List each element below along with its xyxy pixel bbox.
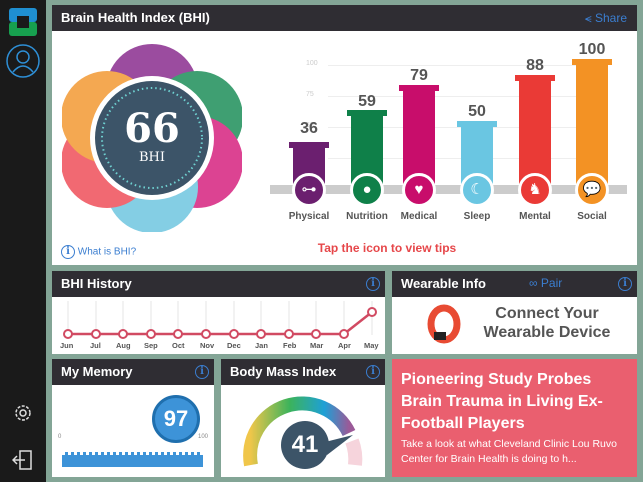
what-is-bhi-link[interactable]: i What is BHI? bbox=[61, 245, 136, 259]
memory-min: 0 bbox=[58, 434, 62, 440]
tap-hint: Tap the icon to view tips bbox=[317, 241, 457, 255]
bhi-panel: Brain Health Index (BHI) ⪪ Share 66 BHI … bbox=[52, 5, 637, 265]
article-summary: Take a look at what Cleveland Clinic Lou… bbox=[401, 438, 617, 465]
chess-knight-icon[interactable]: ♞ bbox=[518, 173, 552, 207]
bmi-gauge bbox=[243, 396, 363, 467]
bmi-title: Body Mass Index bbox=[221, 359, 385, 385]
history-title: BHI History bbox=[52, 271, 385, 297]
history-line-chart bbox=[63, 301, 377, 339]
clinic-logo-icon[interactable] bbox=[9, 8, 37, 36]
article-card[interactable]: Pioneering Study Probes Brain Trauma in … bbox=[392, 359, 637, 477]
memory-title: My Memory bbox=[52, 359, 214, 385]
share-button[interactable]: ⪪ Share bbox=[584, 11, 627, 25]
chat-bubbles-icon[interactable]: 💬 bbox=[575, 173, 609, 207]
wearable-title: Wearable Info bbox=[392, 271, 637, 297]
info-icon: i bbox=[61, 245, 75, 259]
bhi-title: Brain Health Index (BHI) bbox=[52, 5, 637, 31]
y-tick: 100 bbox=[306, 60, 318, 67]
chart-baseline bbox=[270, 185, 627, 194]
bmi-panel: Body Mass Index i 41 bbox=[221, 359, 385, 477]
bmi-value: 41 bbox=[281, 421, 329, 469]
wristband-icon[interactable] bbox=[426, 304, 462, 344]
y-tick: 50 bbox=[306, 122, 314, 129]
info-icon[interactable]: i bbox=[366, 365, 380, 379]
bhi-score-flower[interactable] bbox=[62, 42, 242, 232]
moon-icon[interactable]: ☾ bbox=[460, 173, 494, 207]
pair-button[interactable]: ∞ Pair bbox=[529, 276, 563, 290]
article-title: Pioneering Study Probes Brain Trauma in … bbox=[401, 371, 603, 432]
connect-device-text[interactable]: Connect Your Wearable Device bbox=[483, 305, 611, 341]
profile-icon[interactable] bbox=[6, 44, 40, 78]
info-icon[interactable]: i bbox=[195, 365, 209, 379]
sidebar bbox=[0, 0, 46, 482]
gear-icon[interactable] bbox=[13, 403, 33, 423]
logout-icon[interactable] bbox=[12, 449, 34, 471]
y-tick: 75 bbox=[306, 91, 314, 98]
heart-icon[interactable]: ♥ bbox=[402, 173, 436, 207]
bhi-score-label: BHI bbox=[138, 150, 166, 165]
wearable-panel: Wearable Info ∞ Pair i Connect Your Weara… bbox=[392, 271, 637, 354]
apple-icon[interactable]: ● bbox=[350, 173, 384, 207]
info-icon[interactable]: i bbox=[618, 277, 632, 291]
memory-max: 100 bbox=[197, 434, 208, 440]
bhi-history-panel: BHI History i Jun Jul Aug Sep Oct Nov Dec Jan Fe… bbox=[52, 271, 385, 354]
memory-scale bbox=[62, 452, 203, 467]
info-icon[interactable]: i bbox=[366, 277, 380, 291]
bhi-score: 66 bbox=[124, 105, 180, 152]
memory-pin: 97 bbox=[152, 395, 200, 443]
memory-panel: My Memory i 0 100 97 bbox=[52, 359, 214, 477]
dumbbell-icon[interactable]: ⊶ bbox=[292, 173, 326, 207]
